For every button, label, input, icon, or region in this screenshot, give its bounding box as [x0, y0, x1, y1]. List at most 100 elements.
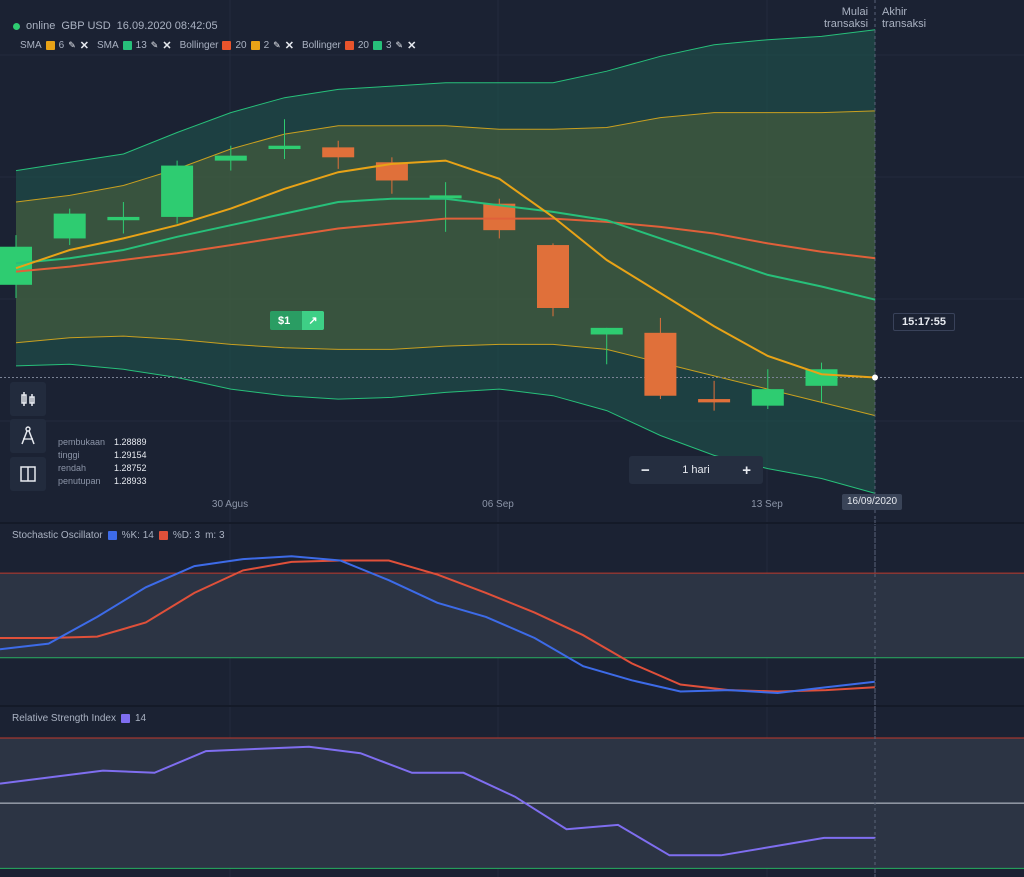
indicator-color-swatch: [344, 41, 354, 50]
ohlc-row: rendah 1.28752: [58, 462, 147, 475]
indicator-color-swatch: [250, 41, 260, 50]
indicator-label: SMA: [20, 40, 42, 51]
sma13-line: [15, 197, 876, 301]
period-plus-button[interactable]: +: [742, 461, 751, 479]
chart-header: online GBP USD 16.09.2020 08:42:05: [13, 20, 218, 32]
pair-text: GBP USD: [61, 20, 111, 32]
ohlc-value: 1.28752: [114, 463, 147, 473]
x-tick-label: 30 Agus: [212, 499, 248, 510]
indicator-row: SMA 6 ✎ ✕ SMA 13 ✎ ✕ Bollinger 20 2 ✎ ✕ Bollinger 20 3 ✎…: [20, 39, 420, 52]
rsi-line: [0, 745, 876, 857]
current-date-label: 16/09/2020: [842, 494, 903, 510]
bollinger-mid-line: [15, 217, 876, 273]
rsi-period: 14: [134, 713, 147, 724]
candles-icon: [21, 392, 35, 406]
countdown-label: 15:17:55: [893, 313, 956, 331]
sma6-line: [15, 159, 876, 379]
indicator-param: 3: [385, 40, 392, 51]
panel-divider: [0, 705, 1024, 707]
x-tick-label: 06 Sep: [482, 499, 514, 510]
current-price-dot: [872, 374, 878, 381]
rsi-title: Relative Strength Index 14: [12, 713, 146, 724]
trade-amount: $1: [278, 314, 291, 327]
remove-indicator-icon[interactable]: ✕: [284, 40, 294, 52]
ohlc-value: 1.29154: [114, 450, 147, 460]
edit-indicator-icon[interactable]: ✎: [150, 40, 159, 50]
drawing-tools-button[interactable]: [10, 419, 46, 453]
period-label[interactable]: 1 hari: [682, 464, 710, 476]
edit-indicator-icon[interactable]: ✎: [395, 40, 404, 50]
remove-indicator-icon[interactable]: ✕: [407, 40, 417, 52]
indicator-param: 13: [135, 40, 147, 51]
candle-body: [107, 216, 140, 221]
indicator-color-swatch: [222, 41, 232, 50]
candle-body: [805, 369, 838, 386]
candle-body: [375, 162, 408, 181]
trade-badge[interactable]: $1 ↗: [270, 311, 324, 330]
candle-body: [483, 203, 516, 231]
indicator-param: 2: [263, 40, 270, 51]
indicator-color-swatch: [122, 41, 132, 50]
datetime-text: 16.09.2020 08:42:05: [116, 20, 218, 32]
stochastic-m: m: 3: [205, 530, 225, 541]
stochastic-k-line: [0, 555, 875, 695]
candle-body: [429, 195, 462, 199]
panel-divider: [0, 522, 1024, 524]
ohlc-row: pembukaan 1.28889: [58, 436, 147, 449]
candle-body: [751, 389, 784, 406]
stochastic-zone-bg: [0, 573, 1024, 658]
candle-body: [0, 246, 32, 285]
trade-up-arrow-icon: ↗: [302, 311, 324, 330]
ohlc-row: penutupan 1.28933: [58, 475, 147, 488]
stochastic-k: %K: 14: [121, 530, 154, 541]
candle-body: [161, 165, 194, 217]
layout-button[interactable]: [10, 457, 46, 491]
ohlc-key: rendah: [58, 463, 87, 473]
period-selector: − 1 hari +: [629, 456, 763, 484]
online-status-icon: [13, 22, 20, 30]
indicator-label: SMA: [97, 40, 119, 51]
ohlc-value: 1.28933: [114, 476, 147, 486]
candle-body: [53, 213, 86, 239]
candle-body: [590, 327, 623, 335]
indicator-param: 20: [357, 40, 369, 51]
candle-body: [698, 399, 731, 403]
indicator-label: Bollinger: [301, 40, 341, 51]
rsi-name: Relative Strength Index: [12, 713, 116, 724]
status-text: online: [26, 20, 56, 32]
candle-body: [322, 147, 355, 158]
bollinger-2-lower-line: [15, 335, 876, 417]
indicator-color-swatch: [372, 41, 382, 50]
end-trade-label: Akhir transaksi: [882, 6, 927, 30]
stochastic-d: %D: 3: [172, 530, 201, 541]
ohlc-key: tinggi: [58, 450, 80, 460]
edit-indicator-icon[interactable]: ✎: [273, 40, 281, 50]
split-layout-icon: [20, 466, 36, 482]
remove-indicator-icon[interactable]: ✕: [79, 40, 89, 52]
start-trade-label: Mulai transaksi: [824, 6, 869, 30]
compass-icon: [21, 426, 35, 445]
indicator-label: Bollinger: [179, 40, 219, 51]
edit-indicator-icon[interactable]: ✎: [68, 40, 76, 50]
candle-body: [644, 332, 677, 396]
bollinger-2-upper-line: [15, 110, 876, 203]
ohlc-row: tinggi 1.29154: [58, 449, 147, 462]
bollinger-3-upper-line: [15, 29, 876, 172]
ohlc-panel: pembukaan 1.28889 tinggi 1.29154 rendah 1.287…: [58, 436, 147, 488]
candle-body: [537, 245, 569, 308]
ohlc-key: pembukaan: [58, 437, 106, 447]
indicator-color-swatch: [45, 41, 55, 50]
period-minus-button[interactable]: −: [641, 461, 650, 479]
ohlc-key: penutupan: [58, 476, 101, 486]
x-tick-label: 13 Sep: [751, 499, 783, 510]
candle-body: [268, 145, 301, 150]
ohlc-value: 1.28889: [114, 437, 147, 447]
k-swatch-icon: [107, 531, 117, 540]
rsi-swatch-icon: [120, 714, 130, 723]
d-swatch-icon: [158, 531, 168, 540]
candle-body: [214, 155, 247, 161]
candle-type-button[interactable]: [10, 382, 46, 416]
stochastic-title: Stochastic Oscillator %K: 14 %D: 3 m: 3: [12, 530, 225, 541]
remove-indicator-icon[interactable]: ✕: [162, 40, 172, 52]
